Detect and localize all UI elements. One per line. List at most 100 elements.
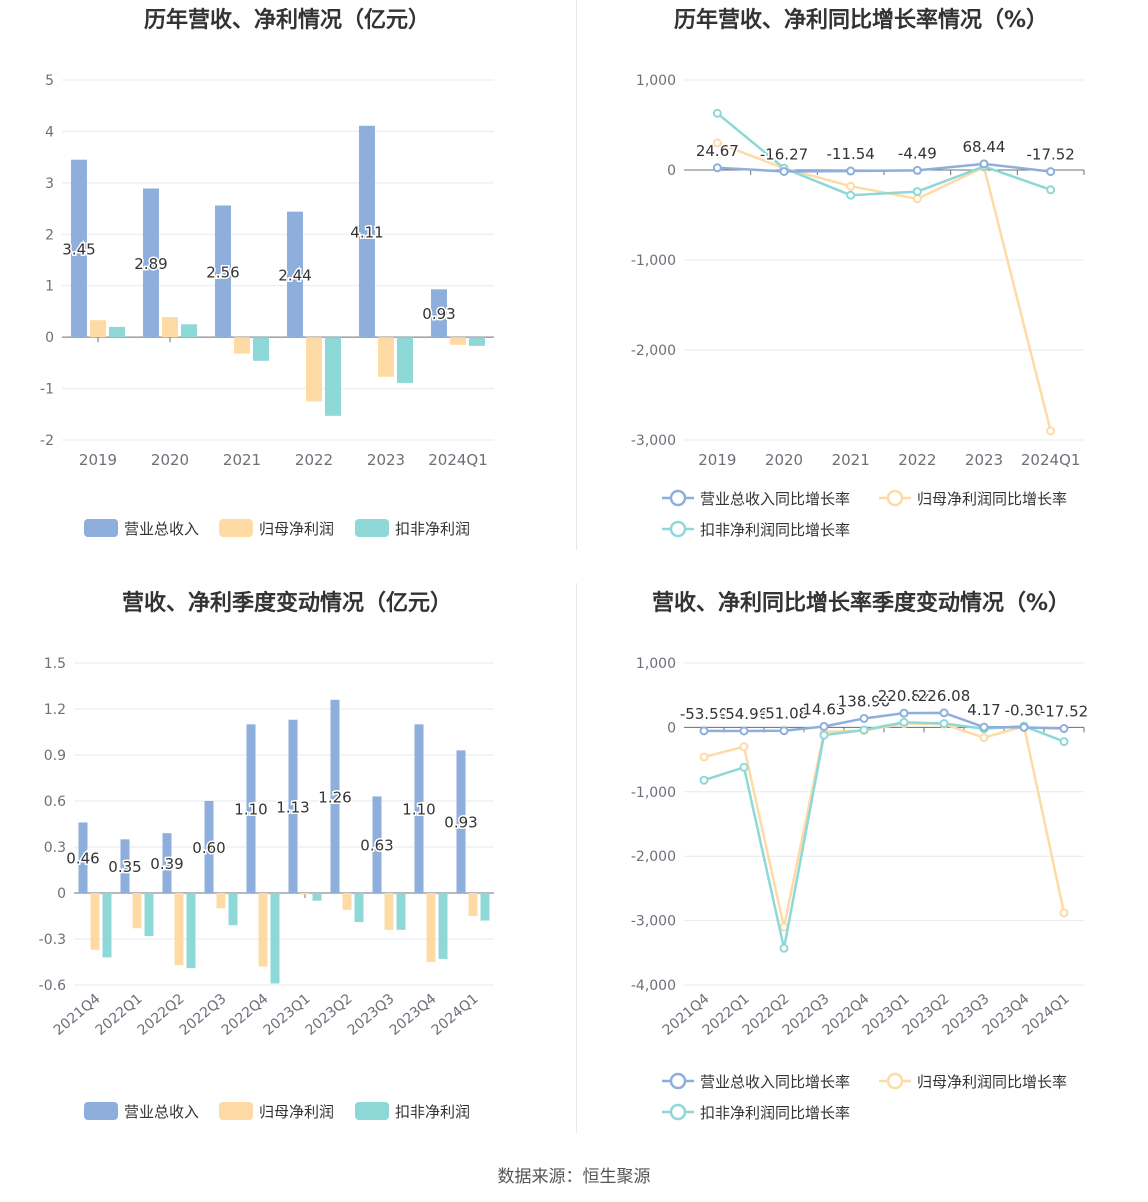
quarterly-revenue-profit-panel: 1.5 1.2 0.9 0.6 0.3 0 -0.3 -0.6 2021Q4 2022Q1 2022… — [0, 583, 574, 1163]
bar — [325, 337, 341, 416]
bar — [215, 205, 231, 338]
legend-marker — [669, 520, 687, 538]
legend-label: 扣非净利润同比增长率 — [700, 521, 850, 539]
y-tick-label: 0 — [45, 330, 54, 346]
data-point — [699, 752, 709, 762]
panel-divider — [576, 583, 577, 1133]
bar-value-label: 0.93 — [422, 305, 455, 323]
data-point — [1019, 722, 1029, 732]
bar — [246, 724, 256, 893]
annual-revenue-profit-panel: 5 4 3 2 1 0 -1 -2 2019 2020 2021 2022 2023 2024Q1 3.45… — [0, 0, 574, 580]
y-tick-label: -4,000 — [631, 978, 676, 994]
x-tick-label: 2019 — [698, 451, 736, 469]
chart-title: 营收、净利季度变动情况（亿元） — [121, 591, 452, 616]
bar-value-label: 3.45 — [62, 240, 95, 258]
series-line — [716, 112, 1052, 197]
data-point — [819, 730, 829, 740]
legend-label: 营业总收入 — [124, 1103, 199, 1121]
line-value-label: -11.54 — [826, 145, 874, 163]
data-point — [1046, 426, 1056, 436]
y-tick-label: -3,000 — [631, 433, 676, 449]
x-tick-label: 2023Q3 — [345, 991, 398, 1039]
data-point — [846, 190, 856, 200]
bar — [396, 893, 406, 930]
bar — [78, 822, 88, 893]
y-tick-label: -1,000 — [631, 253, 676, 269]
bar — [181, 324, 197, 338]
data-point — [712, 163, 722, 173]
chart-title: 营收、净利同比增长率季度变动情况（%） — [651, 591, 1071, 616]
bar — [143, 188, 159, 338]
panel-divider — [576, 0, 577, 550]
bar — [469, 337, 485, 346]
annual-growth-panel: 1,000 0 -1,000 -2,000 -3,000 2019 2020 2021 2022… — [574, 0, 1148, 580]
data-point — [939, 708, 949, 718]
legend-label: 扣非净利润 — [395, 520, 470, 538]
y-tick-label: -0.6 — [39, 978, 66, 994]
y-tick-label: 1.5 — [44, 656, 66, 672]
legend-marker — [669, 1072, 687, 1090]
data-point — [912, 187, 922, 197]
data-point — [1059, 908, 1069, 918]
data-point — [979, 733, 989, 743]
data-point — [712, 138, 722, 148]
data-point — [859, 725, 869, 735]
x-tick-label: 2022 — [295, 451, 333, 469]
line-value-label: -17.52 — [1026, 146, 1074, 164]
legend-swatch — [219, 519, 253, 537]
bar — [216, 893, 226, 909]
bar — [90, 893, 100, 950]
y-tick-label: 1,000 — [636, 73, 676, 89]
x-tick-label: 2020 — [765, 451, 803, 469]
y-tick-label: 0 — [667, 163, 676, 179]
series-line — [703, 720, 1065, 949]
bar — [342, 893, 352, 910]
line-value-label: 4.17 — [967, 701, 1000, 719]
data-point — [1046, 185, 1056, 195]
annual-revenue-profit-chart: 5 4 3 2 1 0 -1 -2 2019 2020 2021 2022 2023 2024Q1 3.45… — [40, 73, 494, 538]
bar-value-label: 0.46 — [66, 850, 99, 868]
line-value-label: 220.82 — [878, 687, 931, 705]
line-value-label: -0.30 — [1005, 701, 1044, 719]
bar — [426, 893, 436, 962]
bar — [300, 893, 310, 895]
data-source-note: 数据来源：恒生聚源 — [497, 1167, 651, 1187]
bar — [132, 893, 142, 929]
bar — [258, 893, 268, 967]
bar — [378, 337, 394, 377]
data-point — [779, 166, 789, 176]
y-tick-label: 5 — [45, 73, 54, 89]
line-value-label: 138.90 — [838, 692, 891, 710]
x-tick-label: 2020 — [151, 451, 189, 469]
y-tick-label: 0 — [667, 720, 676, 736]
line-value-label: -53.50 — [680, 705, 728, 723]
line-value-label: -16.27 — [760, 145, 808, 163]
line-value-label: 226.08 — [918, 687, 971, 705]
bar — [312, 893, 322, 901]
line-value-label: -54.96 — [720, 705, 768, 723]
legend-swatch — [355, 1102, 389, 1120]
bar — [330, 699, 340, 893]
data-point — [739, 762, 749, 772]
bar — [174, 893, 184, 966]
x-tick-label: 2023 — [965, 451, 1003, 469]
quarterly-growth-panel: 1,000 0 -1,000 -2,000 -3,000 -4,000 2021Q4 2022… — [574, 583, 1148, 1163]
bar — [109, 326, 125, 338]
bar — [71, 159, 87, 338]
data-point — [859, 713, 869, 723]
y-tick-label: -2,000 — [631, 849, 676, 865]
bar-value-label: 0.93 — [444, 814, 477, 832]
bar — [228, 893, 238, 926]
x-tick-label: 2023 — [367, 451, 405, 469]
data-point — [912, 165, 922, 175]
x-tick-label: 2022Q1 — [93, 991, 146, 1039]
bar-value-label: 2.44 — [278, 266, 311, 284]
bar — [90, 320, 106, 338]
bar — [287, 211, 303, 338]
bar — [359, 125, 375, 338]
data-point — [1059, 724, 1069, 734]
y-tick-label: -2,000 — [631, 343, 676, 359]
bar — [162, 317, 178, 338]
data-point — [779, 943, 789, 953]
data-point — [979, 159, 989, 169]
